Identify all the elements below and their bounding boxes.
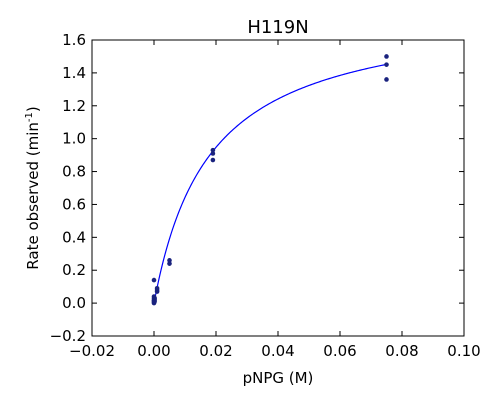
data-point [151, 277, 157, 283]
y-axis-label: Rate observed (min-1) [24, 106, 42, 269]
x-tick-label: −0.02 [69, 342, 115, 360]
x-axis-label: pNPG (M) [243, 369, 314, 387]
data-point [384, 62, 389, 67]
y-tick-label: 0.6 [62, 195, 86, 213]
y-axis-label-sup: -1 [24, 112, 35, 122]
y-tick-label: −0.2 [50, 327, 86, 345]
x-tick-label: 0.00 [137, 342, 170, 360]
x-tick-label: 0.06 [323, 342, 356, 360]
data-point [210, 147, 216, 153]
y-tick-label: 0.0 [62, 294, 86, 312]
plot-layer [151, 54, 389, 306]
y-tick-label: 1.0 [62, 130, 86, 148]
y-axis-label-main: Rate observed (min [24, 122, 42, 270]
data-point [384, 77, 389, 82]
data-point [167, 261, 172, 266]
x-tick-label: 0.02 [199, 342, 232, 360]
data-point [167, 258, 172, 263]
data-point [152, 295, 157, 301]
data-point [154, 286, 160, 291]
x-tick-label: 0.10 [447, 342, 480, 360]
x-tick-label: 0.08 [385, 342, 418, 360]
y-tick-label: 0.8 [62, 163, 86, 181]
ticks-layer: −0.02 0.00 0.02 0.04 0.06 0.08 0.10 −0.2 0.0 0.2 0… [50, 31, 481, 360]
plot-frame [91, 39, 465, 337]
y-tick-label: 0.4 [62, 228, 86, 246]
data-point [384, 54, 389, 59]
data-point [210, 151, 216, 156]
fit-curve [153, 63, 387, 304]
y-tick-label: 1.2 [62, 97, 86, 115]
y-tick-label: 1.6 [62, 31, 86, 49]
data-point [210, 157, 216, 163]
x-tick-label: 0.04 [261, 342, 294, 360]
chart-title: H119N [247, 17, 308, 38]
y-tick-label: 0.2 [62, 261, 86, 279]
y-tick-label: 1.4 [62, 64, 86, 82]
y-axis-label-end: ) [24, 106, 42, 112]
